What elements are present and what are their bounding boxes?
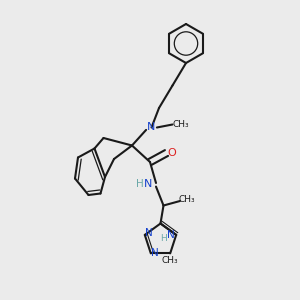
- Text: N: N: [167, 230, 175, 240]
- Text: CH₃: CH₃: [178, 195, 195, 204]
- Text: N: N: [144, 179, 153, 190]
- Text: CH₃: CH₃: [162, 256, 178, 265]
- Text: H: H: [160, 234, 167, 243]
- Text: N: N: [151, 248, 158, 258]
- Text: O: O: [167, 148, 176, 158]
- Text: CH₃: CH₃: [172, 120, 189, 129]
- Text: N: N: [147, 122, 156, 133]
- Text: N: N: [145, 228, 152, 239]
- Text: H: H: [136, 179, 144, 190]
